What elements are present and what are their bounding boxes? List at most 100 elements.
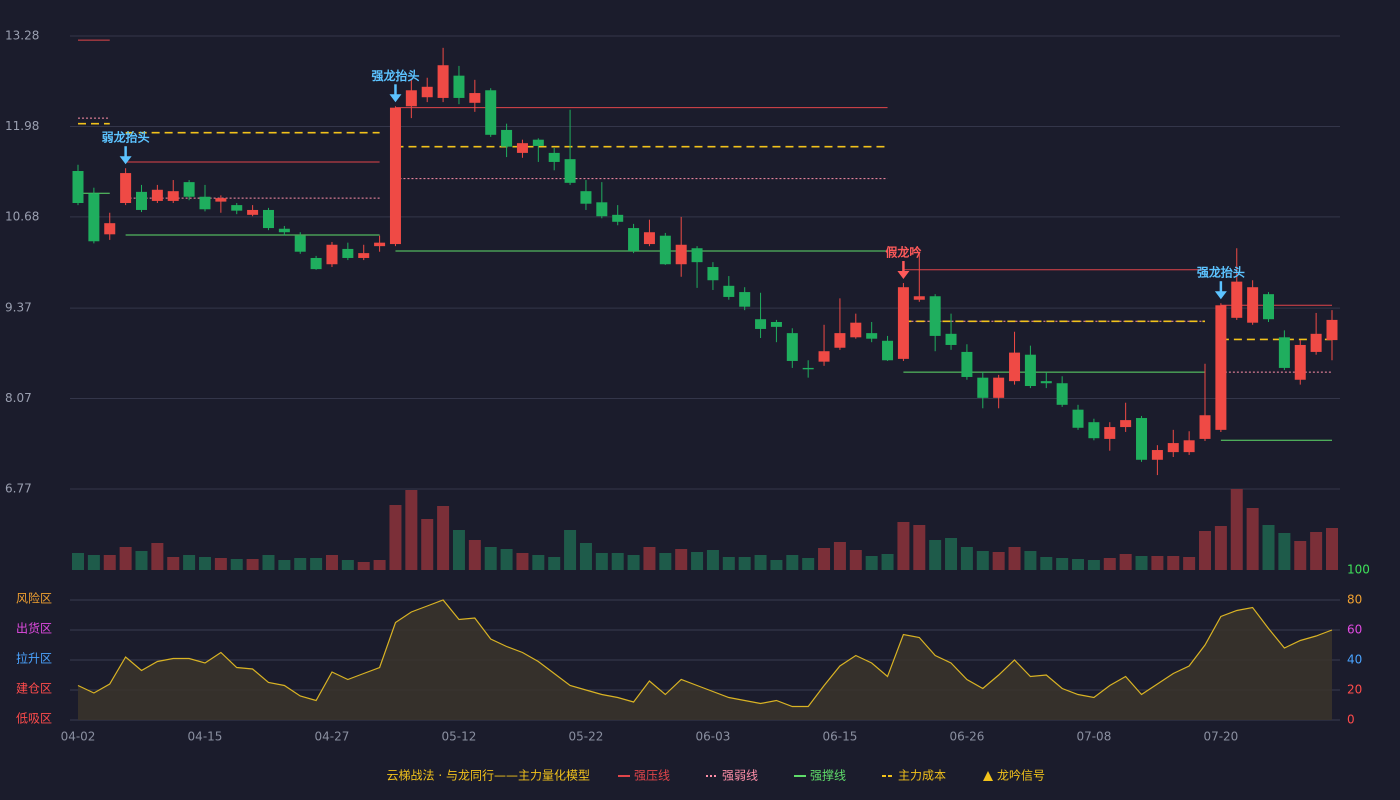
candle-body (612, 214, 624, 222)
volume-bar (611, 553, 624, 570)
y-tick-label: 10.68 (5, 209, 39, 223)
volume-bar (135, 551, 148, 570)
volume-bar (214, 558, 227, 570)
candle-body (1183, 440, 1195, 453)
y2-tick-label: 0 (1347, 713, 1355, 727)
volume-bar (294, 558, 307, 570)
volume-bar (595, 553, 608, 570)
signal-label: 假龙吟 (885, 245, 921, 260)
candle-body (691, 248, 703, 263)
candle-body (596, 202, 608, 217)
candle-body (882, 340, 894, 361)
candle-body (977, 377, 989, 398)
candle-body (1024, 354, 1036, 387)
volume-bar (1040, 557, 1053, 570)
candle-body (818, 351, 830, 362)
candle-body (786, 333, 798, 361)
volume-bar (72, 553, 84, 570)
volume-bar (564, 530, 577, 570)
volume-bar (913, 525, 926, 570)
volume-bar (1072, 559, 1085, 570)
volume-bar (627, 555, 640, 570)
volume-bar (770, 560, 783, 570)
volume-bar (452, 530, 465, 570)
candle-body (532, 139, 544, 146)
volume-bar (929, 540, 942, 570)
volume-bar (167, 557, 180, 570)
signal-arrowhead (897, 271, 910, 280)
candle-body (421, 86, 433, 98)
signal-arrowhead (119, 156, 132, 165)
candle-body (342, 248, 354, 258)
candle-body (247, 209, 259, 215)
volume-bar (1167, 556, 1180, 570)
candle-body (628, 228, 640, 252)
candle-body (437, 65, 449, 98)
candle-body (72, 170, 84, 204)
y-tick-label: 11.98 (5, 119, 39, 133)
x-tick-label: 06-26 (949, 730, 984, 744)
volume-bar (706, 550, 719, 570)
volume-bar (1310, 532, 1323, 570)
candle-body (389, 107, 401, 245)
volume-bar (103, 555, 116, 570)
candle-body (1278, 337, 1290, 368)
candle-body (183, 182, 195, 197)
volume-bar (865, 556, 878, 570)
volume-bar (1199, 531, 1212, 570)
y2-tick-label: 40 (1347, 653, 1362, 667)
signal-arrowhead (389, 94, 402, 103)
candle-body (1263, 294, 1275, 320)
volume-bar (421, 519, 434, 570)
candle-body (485, 90, 497, 135)
candle-body (405, 90, 417, 107)
candle-body (1167, 443, 1179, 453)
candle-body (1088, 422, 1100, 439)
legend-title: 云梯战法 · 与龙同行——主力量化模型 (387, 769, 590, 783)
volume-bar (357, 562, 370, 570)
candle-body (675, 244, 687, 265)
volume-bar (833, 542, 846, 570)
y-tick-label: 9.37 (5, 301, 32, 315)
candle-body (897, 287, 909, 359)
legend-label: 龙吟信号 (997, 768, 1045, 783)
volume-bar (341, 560, 354, 570)
volume-bar (659, 553, 672, 570)
volume-bar (230, 559, 243, 570)
volume-bar (992, 552, 1005, 570)
candle-body (1151, 450, 1163, 460)
volume-bar (786, 555, 799, 570)
x-tick-label: 04-15 (188, 730, 223, 744)
y2-tick-label: 80 (1347, 593, 1362, 607)
candle-body (1120, 420, 1132, 428)
volume-bar (960, 547, 973, 570)
candle-body (1056, 383, 1068, 405)
candle-body (231, 205, 243, 211)
volume-bar (849, 550, 862, 570)
candle-body (120, 173, 132, 204)
candle-body (755, 319, 767, 329)
candle-body (1072, 409, 1084, 428)
zone-label: 出货区 (16, 621, 52, 636)
candle-body (469, 93, 481, 103)
x-tick-label: 04-02 (61, 730, 96, 744)
candle-body (802, 367, 814, 370)
volume-bar (437, 506, 450, 570)
candle-body (707, 267, 719, 281)
volume-bar (1326, 528, 1338, 570)
x-tick-label: 07-08 (1076, 730, 1111, 744)
volume-bar (1214, 526, 1227, 570)
volume-bar (389, 505, 402, 570)
volume-bar (87, 555, 100, 570)
signal-label: 强龙抬头 (1197, 265, 1245, 280)
volume-bar (325, 555, 338, 570)
signal-label: 弱龙抬头 (102, 130, 150, 145)
x-tick-label: 05-12 (442, 730, 477, 744)
candle-body (215, 198, 227, 202)
y2-tick-label: 100 (1347, 563, 1370, 577)
candle-body (516, 143, 528, 153)
volume-bar (1278, 533, 1291, 570)
y-tick-label: 13.28 (5, 29, 39, 43)
zone-label: 建仓区 (16, 682, 52, 696)
volume-bar (1262, 525, 1275, 570)
